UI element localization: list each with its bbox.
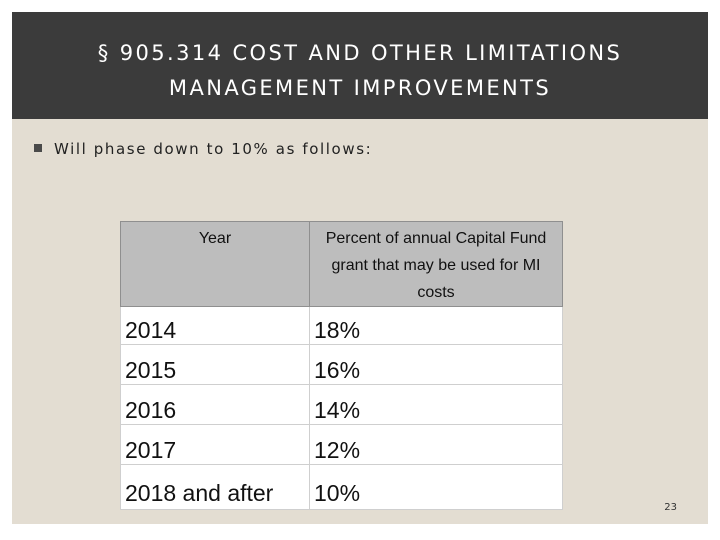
percent-cell: 18% — [309, 306, 563, 345]
percent-cell: 12% — [309, 424, 563, 465]
bullet-text: Will phase down to 10% as follows: — [54, 140, 373, 158]
header-percent: Percent of annual Capital Fund grant tha… — [309, 221, 563, 307]
year-cell: 2017 — [120, 424, 310, 465]
year-cell: 2018 and after — [120, 464, 310, 510]
title-bar: § 905.314 COST AND OTHER LIMITATIONS MAN… — [12, 12, 708, 119]
table-header-row: Year Percent of annual Capital Fund gran… — [120, 221, 563, 307]
bullet-square-icon — [34, 143, 42, 152]
header-year: Year — [120, 221, 310, 307]
page-number: 23 — [664, 502, 677, 513]
percent-cell: 10% — [309, 464, 563, 510]
limits-table: Year Percent of annual Capital Fund gran… — [120, 221, 563, 510]
slide-title-line-1: § 905.314 COST AND OTHER LIMITATIONS — [97, 41, 623, 65]
limits-table-container: Year Percent of annual Capital Fund gran… — [120, 221, 563, 510]
table-row: 2017 12% — [120, 424, 563, 465]
year-cell: 2015 — [120, 344, 310, 385]
table-row: 2014 18% — [120, 306, 563, 345]
table-row: 2018 and after 10% — [120, 464, 563, 510]
percent-cell: 16% — [309, 344, 563, 385]
year-cell: 2016 — [120, 384, 310, 425]
slide-title-line-2: MANAGEMENT IMPROVEMENTS — [168, 76, 552, 100]
table-row: 2016 14% — [120, 384, 563, 425]
percent-cell: 14% — [309, 384, 563, 425]
bullet-item: Will phase down to 10% as follows: — [34, 140, 372, 158]
table-row: 2015 16% — [120, 344, 563, 385]
year-cell: 2014 — [120, 306, 310, 345]
